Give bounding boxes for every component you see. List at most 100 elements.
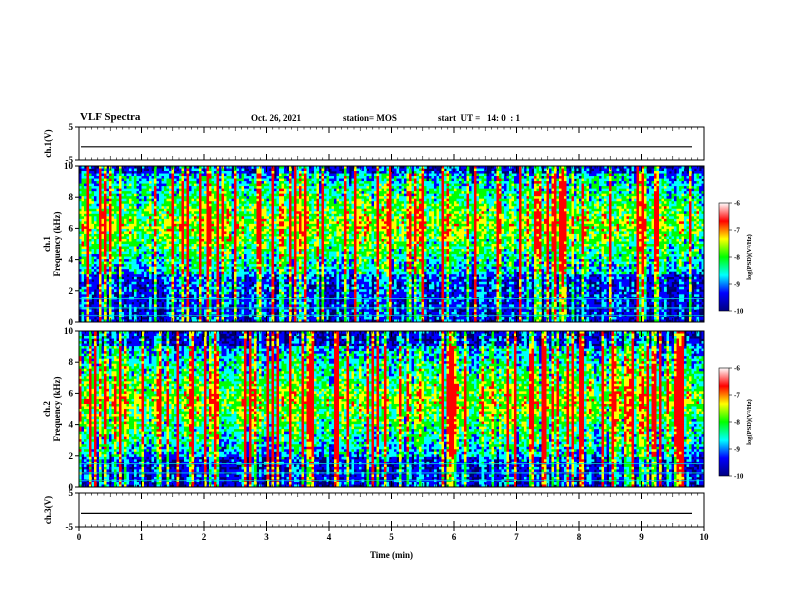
- spectrogram-cell: [79, 301, 82, 305]
- spectrogram-cell: [209, 208, 212, 212]
- spectrogram-cell: [236, 183, 240, 187]
- spectrogram-cell: [124, 183, 127, 187]
- spectrogram-cell: [89, 218, 92, 222]
- spectrogram-cell: [111, 208, 115, 212]
- spectrogram-cell: [91, 241, 95, 245]
- spectrogram-cell: [126, 238, 130, 242]
- spectrogram-cell: [259, 269, 262, 272]
- spectrogram-cell: [191, 208, 195, 212]
- spectrogram-cell: [141, 289, 145, 293]
- spectrogram-cell: [114, 241, 117, 245]
- spectrogram-cell: [236, 221, 240, 225]
- spectrogram-cell: [264, 213, 267, 217]
- spectrogram-cell: [211, 284, 215, 288]
- spectrogram-cell: [149, 216, 152, 220]
- spectrogram-cell: [174, 211, 177, 215]
- spectrogram-cell: [181, 206, 185, 210]
- spectrogram-cell: [79, 188, 82, 192]
- spectrogram-cell: [171, 299, 175, 303]
- spectrogram-cell: [181, 261, 185, 265]
- spectrogram-cell: [129, 259, 132, 262]
- spectrogram-cell: [201, 254, 205, 257]
- spectrogram-cell: [261, 304, 265, 308]
- spectrogram-cell: [136, 254, 140, 257]
- spectrogram-cell: [221, 271, 225, 275]
- spectrogram-cell: [181, 251, 185, 255]
- spectrogram-cell: [134, 178, 137, 182]
- spectrogram-cell: [184, 173, 187, 177]
- spectrogram-cell: [264, 238, 267, 242]
- spectrogram-cell: [214, 286, 217, 290]
- spectrogram-cell: [139, 299, 142, 303]
- spectrogram-cell: [281, 201, 285, 205]
- spectrogram-cell: [136, 233, 140, 237]
- spectrogram-cell: [89, 191, 92, 194]
- spectrogram-cell: [171, 264, 175, 267]
- spectrogram-cell: [244, 256, 247, 260]
- spectrogram-cell: [176, 241, 180, 245]
- spectrogram-cell: [269, 251, 272, 255]
- spectrogram-cell: [234, 251, 237, 255]
- spectrogram-cell: [279, 186, 282, 189]
- spectrogram-cell: [184, 291, 187, 295]
- spectrogram-cell: [146, 274, 150, 278]
- spectrogram-cell: [254, 231, 257, 235]
- spectrogram-cell: [114, 218, 117, 222]
- spectrogram-cell: [81, 203, 85, 207]
- spectrogram-cell: [166, 316, 170, 320]
- spectrogram-cell: [191, 218, 195, 222]
- spectrogram-cell: [116, 228, 120, 232]
- spectrogram-cell: [194, 193, 197, 197]
- spectrogram-cell: [179, 309, 182, 313]
- spectrogram-cell: [146, 208, 150, 212]
- spectrogram-cell: [169, 176, 172, 179]
- spectrogram-cell: [156, 251, 160, 255]
- spectrogram-cell: [211, 276, 215, 280]
- spectrogram-cell: [106, 221, 110, 225]
- spectrogram-cell: [101, 201, 105, 205]
- spectrogram-cell: [271, 271, 275, 275]
- spectrogram-cell: [246, 171, 250, 174]
- spectrogram-cell: [234, 171, 237, 174]
- spectrogram-cell: [289, 168, 292, 172]
- spectrogram-cell: [221, 281, 225, 285]
- spectrogram-cell: [246, 226, 250, 230]
- spectrogram-cell: [99, 201, 102, 205]
- spectrogram-cell: [131, 241, 135, 245]
- spectrogram-cell: [281, 236, 285, 240]
- spectrogram-cell: [234, 246, 237, 250]
- spectrogram-cell: [84, 261, 87, 265]
- spectrogram-cell: [174, 233, 177, 237]
- spectrogram-cell: [211, 221, 215, 225]
- spectrogram-cell: [159, 233, 162, 237]
- spectrogram-cell: [231, 316, 235, 320]
- spectrogram-cell: [159, 251, 162, 255]
- spectrogram-cell: [161, 246, 165, 250]
- spectrogram-cell: [141, 191, 145, 194]
- spectrogram-cell: [201, 264, 205, 267]
- spectrogram-cell: [201, 249, 205, 252]
- spectrogram-cell: [254, 311, 257, 315]
- spectrogram-cell: [291, 196, 295, 200]
- spectrogram-cell: [149, 241, 152, 245]
- spectrogram-cell: [174, 294, 177, 298]
- spectrogram-cell: [289, 286, 292, 290]
- spectrogram-cell: [201, 183, 205, 187]
- spectrogram-cell: [254, 203, 257, 207]
- spectrogram-cell: [116, 269, 120, 272]
- spectrogram-cell: [289, 193, 292, 197]
- spectrogram-cell: [129, 193, 132, 197]
- spectrogram-cell: [199, 188, 202, 192]
- spectrogram-cell: [194, 223, 197, 227]
- spectrogram-cell: [109, 304, 112, 308]
- spectrogram-cell: [84, 228, 87, 232]
- spectrogram-cell: [251, 301, 255, 305]
- spectrogram-cell: [104, 181, 107, 184]
- spectrogram-cell: [134, 218, 137, 222]
- spectrogram-cell: [116, 254, 120, 257]
- spectrogram-cell: [149, 301, 152, 305]
- spectrogram-cell: [124, 256, 127, 260]
- spectrogram-cell: [231, 269, 235, 272]
- spectrogram-cell: [279, 311, 282, 315]
- spectrogram-cell: [121, 299, 125, 303]
